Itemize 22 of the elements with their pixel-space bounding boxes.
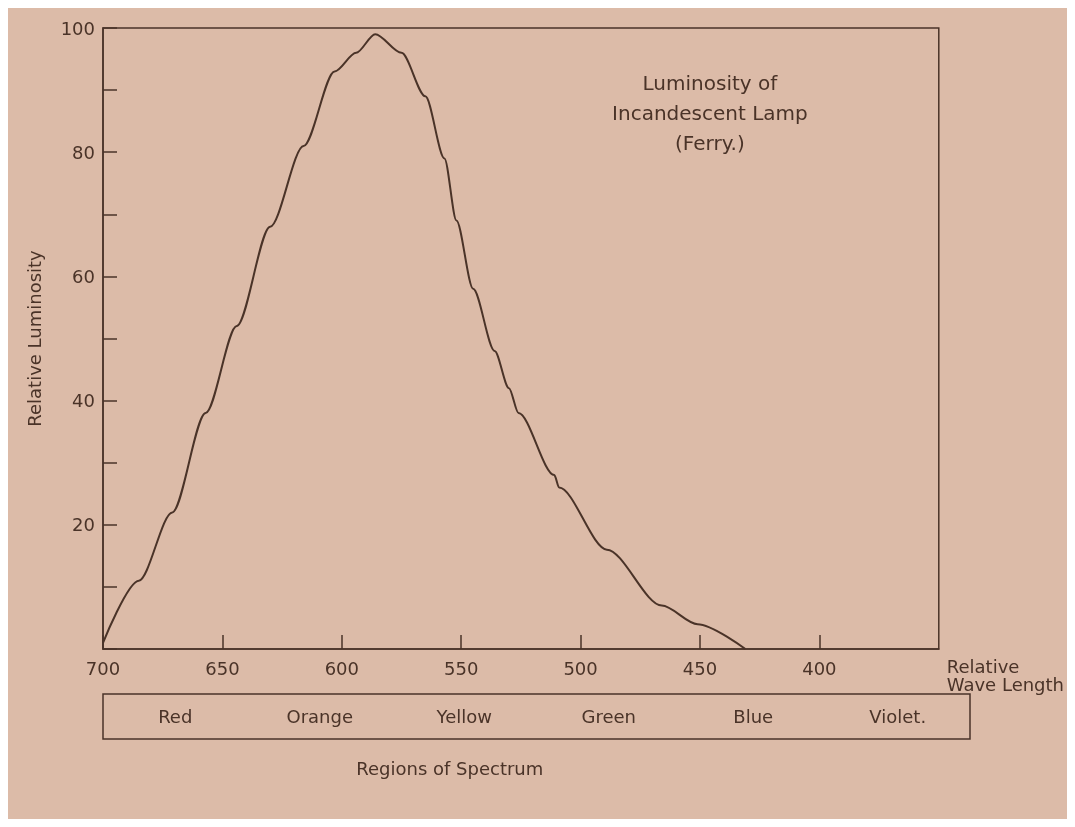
- x-tick-label: 650: [205, 657, 240, 679]
- y-tick-label: 20: [72, 514, 95, 536]
- x-tick-label: 400: [802, 657, 837, 679]
- y-axis-title: Relative Luminosity: [23, 249, 45, 427]
- text: Orange: [286, 706, 354, 727]
- text: Blue: [733, 706, 774, 727]
- text: Violet.: [869, 706, 927, 727]
- text: Red: [158, 706, 193, 727]
- annotation: Luminosity of Incandescent Lamp (Ferry.): [612, 71, 808, 155]
- x-tick-label: 500: [563, 657, 598, 679]
- x-tick-label: 550: [444, 657, 479, 679]
- text: Yellow: [435, 706, 492, 727]
- x-axis-title: Relative Wave Length: [946, 655, 1065, 695]
- y-tick-label: 100: [60, 17, 95, 39]
- x-tick-label: 600: [324, 657, 359, 679]
- x-tick-label: 700: [85, 657, 121, 679]
- x-tick-label: 450: [682, 657, 718, 679]
- y-tick-label: 80: [72, 141, 95, 163]
- text: Regions of Spectrum: [356, 757, 544, 779]
- y-tick-label: 60: [72, 265, 95, 287]
- text: Green: [581, 706, 637, 727]
- y-tick-label: 40: [72, 390, 95, 412]
